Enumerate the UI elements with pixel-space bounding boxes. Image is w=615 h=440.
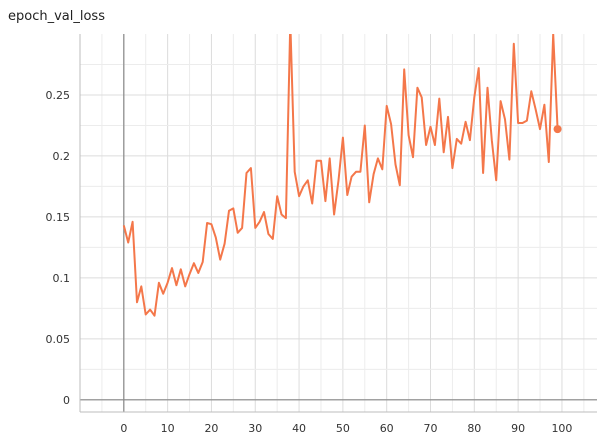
y-tick-label: 0: [63, 394, 70, 407]
y-tick-label: 0.2: [53, 150, 71, 163]
y-tick-label: 0.15: [46, 211, 71, 224]
axis-layer: [79, 34, 597, 413]
x-tick-label: 70: [424, 422, 438, 435]
series-line: [122, 34, 559, 317]
x-tick-label: 60: [380, 422, 394, 435]
x-tick-label: 40: [292, 422, 306, 435]
grid-layer: [80, 34, 597, 412]
x-tick-label: 80: [467, 422, 481, 435]
y-tick-label: 0.05: [46, 333, 71, 346]
x-tick-label: 10: [161, 422, 175, 435]
x-tick-label: 20: [204, 422, 218, 435]
x-tick-label: 90: [511, 422, 525, 435]
x-tick-label: 50: [336, 422, 350, 435]
last-point-marker: [553, 125, 562, 134]
x-tick-label: 0: [120, 422, 127, 435]
y-tick-label: 0.1: [53, 272, 71, 285]
series-layer: [122, 34, 562, 317]
x-tick-label: 100: [551, 422, 572, 435]
chart-title: epoch_val_loss: [8, 9, 105, 24]
y-tick-label: 0.25: [46, 89, 71, 102]
x-tick-label: 30: [248, 422, 262, 435]
tick-label-layer: 0 10 20 30 40 50 60 70 80 90 100 0 0.05 0.1 0.15 0.2 0.2…: [46, 89, 573, 435]
